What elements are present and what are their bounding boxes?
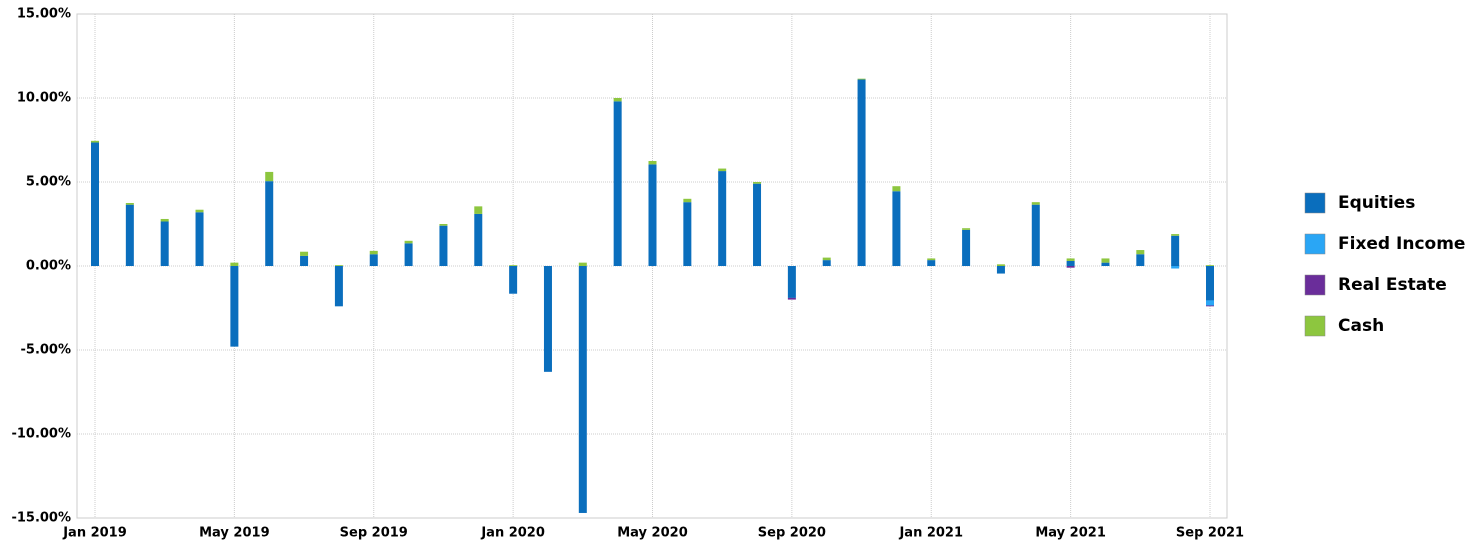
bar-segment [753,183,762,266]
bar-segment [753,182,762,184]
bar-segment [509,265,518,266]
y-tick-label: 5.00% [26,175,71,190]
bar-segment [439,224,448,226]
legend-swatch [1304,233,1326,255]
bar-segment [1066,260,1075,266]
bar-segment [1171,234,1180,236]
y-tick-label: -15.00% [11,511,71,526]
y-tick-label: -10.00% [11,427,71,442]
bar-segment [91,142,99,266]
bar-segment [927,260,936,266]
bar-segment [334,265,343,266]
bar-segment [787,297,796,300]
bar-segment [1101,262,1110,266]
bar-segment [683,198,692,203]
legend-swatch [1304,192,1326,214]
x-tick-label: May 2019 [199,526,270,541]
bar-segment [578,266,587,513]
bar-segment [996,264,1005,266]
bar-segment [439,225,448,266]
x-tick-label: Jan 2020 [480,526,545,541]
bar-segment [160,218,169,222]
legend-swatch [1304,315,1326,337]
y-tick-label: -5.00% [21,343,72,358]
bar-segment [230,266,239,347]
x-tick-label: Sep 2020 [758,526,826,541]
bar-segment [230,262,239,266]
bar-segment [1206,300,1214,306]
legend-label: Equities [1338,193,1415,213]
bar-segment [613,98,622,102]
bar-segment [718,171,727,266]
bar-segment [648,164,657,266]
y-tick-label: 10.00% [17,91,71,106]
legend-label: Real Estate [1338,275,1447,295]
bar-segment [369,254,378,266]
bar-segment [300,251,309,256]
y-tick-label: 0.00% [26,259,71,274]
bar-segment [160,221,169,266]
legend-label: Cash [1338,316,1384,336]
bar-segment [195,209,204,213]
bar-segment [1206,265,1214,266]
bar-segment [195,212,204,266]
x-tick-label: Jan 2019 [62,526,127,541]
bar-segment [1171,266,1180,269]
bar-segment [962,229,971,266]
bar-segment [1031,204,1040,266]
x-tick-label: Sep 2019 [340,526,408,541]
bar-segment [1031,202,1040,205]
bar-segment [927,258,936,261]
bar-segment [404,240,413,244]
bar-segment [1101,258,1110,263]
bar-segment [996,266,1005,274]
bar-segment [962,228,971,230]
bar-segment [1171,235,1180,266]
bar-segment [822,257,831,261]
bar-segment [1066,258,1075,261]
bar-segment [892,186,901,192]
legend-swatch [1304,274,1326,296]
bar-segment [683,202,692,266]
bar-segment [474,206,483,214]
bar-segment [1066,266,1075,268]
bar-segment [125,204,134,266]
bar-segment [404,243,413,266]
y-tick-label: 15.00% [17,7,71,22]
bar-segment [125,203,134,205]
bar-segment [613,101,622,266]
bar-segment [718,168,727,172]
x-tick-label: Sep 2021 [1176,526,1244,541]
bar-segment [1136,250,1145,255]
bar-segment [1136,254,1145,266]
bar-segment [300,255,309,266]
bar-segment [1206,305,1214,307]
bar-segment [648,161,657,165]
bar-segment [474,213,483,266]
x-tick-label: Jan 2021 [898,526,963,541]
bar-segment [369,250,378,255]
bar-segment [91,140,99,143]
bar-segment [857,78,866,80]
bar-segment [787,266,796,298]
x-tick-label: May 2021 [1035,526,1106,541]
legend-label: Fixed Income [1338,234,1465,254]
x-tick-label: May 2020 [617,526,688,541]
bar-segment [265,171,274,182]
bar-segment [265,181,274,266]
bar-segment [1206,266,1214,301]
bar-segment [578,262,587,266]
bar-segment [543,266,552,372]
bar-segment [857,79,866,267]
bar-segment [334,266,343,307]
bar-segment [509,266,518,294]
bar-segment [892,191,901,266]
bar-segment [822,260,831,266]
